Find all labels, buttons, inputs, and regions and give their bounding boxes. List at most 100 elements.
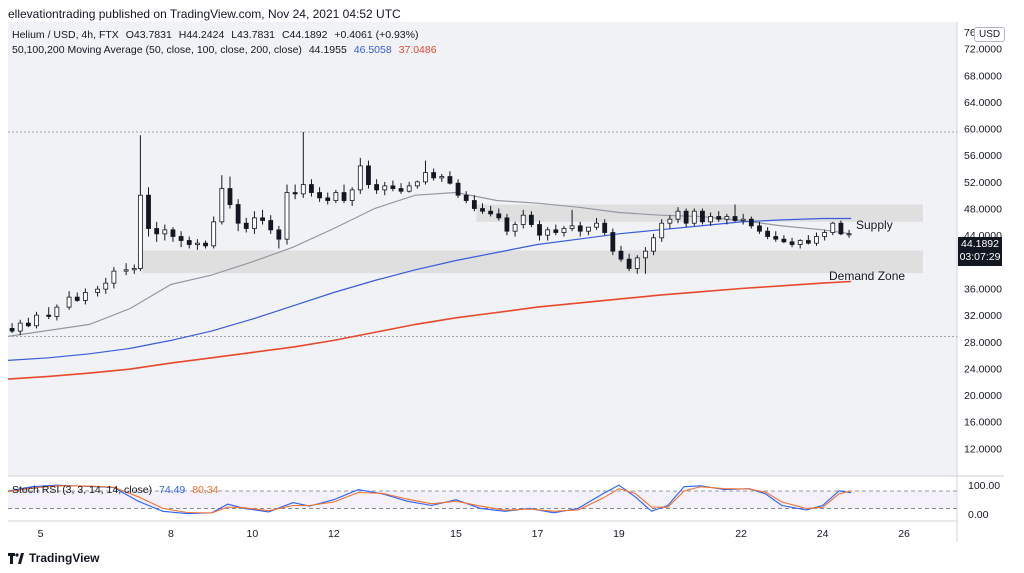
candle-body [170,229,176,237]
candle [496,208,502,221]
candle-body [740,218,746,221]
candle-body [528,214,534,225]
candle [17,319,23,336]
candle-body [300,184,306,195]
candle [455,179,461,198]
candle [740,213,746,225]
ohlc-close: C44.1892 [281,29,328,41]
candle-body [814,236,819,244]
tradingview-logo-icon [8,552,24,564]
time-tick-label: 17 [532,528,544,540]
candle-body [634,257,640,269]
candle-body [243,222,249,229]
candle-body [577,225,583,232]
ohlc-low: L43.7831 [231,29,276,41]
candle-body [569,225,575,229]
candle [765,227,771,240]
candle-body [471,200,477,209]
candle-body [349,189,355,201]
time-tick-label: 5 [38,528,44,540]
candle-body [74,296,80,301]
candle [309,179,314,197]
candle [123,263,129,276]
candle-body [162,229,168,235]
candle [634,255,640,274]
time-tick-label: 24 [817,528,829,540]
candle-body [553,229,559,233]
candle [423,160,428,185]
candle-body [716,216,722,220]
candle [137,135,143,272]
candle [25,317,31,328]
candle-body [154,228,160,235]
candle [537,220,542,241]
time-tick-label: 10 [247,528,259,540]
candle [357,157,363,194]
candle [243,217,249,233]
candle-body [178,236,184,241]
candle [838,220,844,236]
bar-countdown: 03:07:29 [959,251,1001,263]
current-price: 44.1892 [961,238,999,250]
ohlc-open: O43.7831 [125,29,172,41]
currency-badge[interactable]: USD [974,27,1006,42]
candle [553,224,559,236]
candle [414,180,420,189]
candle [349,187,355,206]
candle [700,208,705,225]
candle [178,231,184,248]
candle [194,239,200,250]
candle-body [797,240,803,245]
candle-body [594,222,599,228]
candle-body [748,218,754,227]
ma-title[interactable]: 50,100,200 Moving Average (50, close, 10… [12,44,302,56]
ma50-value: 44.1955 [308,44,347,56]
candle [651,233,656,256]
tradingview-logo[interactable]: TradingView [8,551,99,565]
candle [46,307,52,320]
candle-body [406,185,412,192]
candle [292,184,298,200]
candle [111,267,117,289]
symbol-name[interactable]: Helium / USD, 4h, FTX [12,29,119,41]
candle [626,253,632,272]
candle-body [463,194,469,201]
price-tick-label: 20.0000 [964,390,1002,402]
zone-rect [142,250,924,274]
candle-body [545,229,551,236]
candle-body [781,238,787,243]
candle-body [480,208,485,212]
candle [341,184,347,204]
candle [203,240,208,249]
candle-body [805,240,811,244]
time-axis[interactable]: 5 8 10 12 15 17 19 22 24 26 [38,528,910,540]
candle [390,180,396,192]
candle [773,231,779,242]
candle-body [838,222,844,235]
candle-body [455,182,461,196]
candle [325,192,331,205]
stoch-tick-label: 100.00 [968,480,1000,492]
candle [577,221,583,237]
candle-body [123,269,129,272]
candle-body [398,188,404,192]
candle [333,189,339,204]
candle-body [585,226,591,232]
candle [66,291,72,310]
current-price-tag: 44.1892 03:07:29 [958,237,1002,266]
stoch-tick-label: 0.00 [968,509,989,521]
candle-body [66,296,72,308]
demand-zone-label: Demand Zone [829,269,906,283]
candle-body [708,216,713,223]
candle-body [390,185,396,189]
candle [447,171,453,185]
candle-body [773,236,779,240]
candle [34,311,39,329]
price-pane[interactable] [8,22,957,475]
candle [227,176,233,209]
candle [95,285,101,297]
candle [708,212,713,226]
stoch-d-value: 80.34 [192,484,219,496]
stoch-title[interactable]: Stoch RSI (3, 3, 14, 14, close) [12,484,153,496]
